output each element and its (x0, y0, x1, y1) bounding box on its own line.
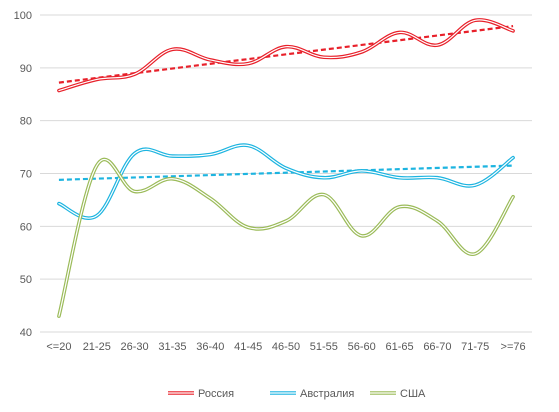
series-line-core-2 (58, 158, 514, 317)
x-tick-label: 41-45 (234, 341, 262, 353)
legend-label: США (400, 388, 426, 400)
y-tick-label: 40 (20, 327, 32, 339)
y-tick-label: 90 (20, 63, 32, 75)
x-tick-label: 31-35 (158, 341, 186, 353)
trendlines (58, 25, 514, 181)
x-tick-label: 66-70 (423, 341, 451, 353)
trendline-1 (58, 164, 514, 181)
series-line-1 (57, 143, 515, 220)
x-tick-label: <=20 (46, 341, 71, 353)
legend-label: Австралия (300, 388, 354, 400)
legend-item: США (370, 388, 426, 400)
x-tick-label: 46-50 (272, 341, 300, 353)
x-tick-label: 56-60 (348, 341, 376, 353)
y-tick-label: 100 (14, 10, 32, 22)
x-tick-label: 71-75 (461, 341, 489, 353)
x-tick-label: 21-25 (83, 341, 111, 353)
trendline-0 (58, 25, 514, 84)
x-tick-label: 36-40 (196, 341, 224, 353)
y-tick-label: 80 (20, 116, 32, 128)
x-tick-label: 51-55 (310, 341, 338, 353)
legend: Россия Австралия США (168, 388, 426, 400)
y-tick-label: 50 (20, 274, 32, 286)
x-tick-label: >=76 (501, 341, 526, 353)
x-tick-label: 26-30 (121, 341, 149, 353)
legend-item: Россия (168, 388, 234, 400)
series-line-core-0 (58, 19, 514, 92)
y-tick-label: 60 (20, 221, 32, 233)
axes: 40 50 60 70 80 90 100 <=20 21-25 26-30 31-35 36-40 4… (14, 10, 532, 353)
series-line-2 (57, 157, 515, 318)
y-tick-label: 70 (20, 169, 32, 181)
legend-item: Австралия (270, 388, 354, 400)
legend-label: Россия (198, 388, 234, 400)
series-lines (57, 18, 515, 318)
x-tick-label: 61-65 (385, 341, 413, 353)
series-line-core-1 (58, 144, 514, 219)
